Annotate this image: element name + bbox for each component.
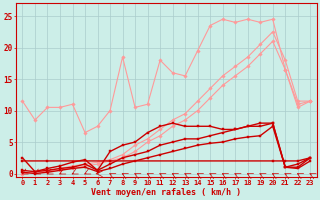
X-axis label: Vent moyen/en rafales ( km/h ): Vent moyen/en rafales ( km/h ) [92,188,241,197]
